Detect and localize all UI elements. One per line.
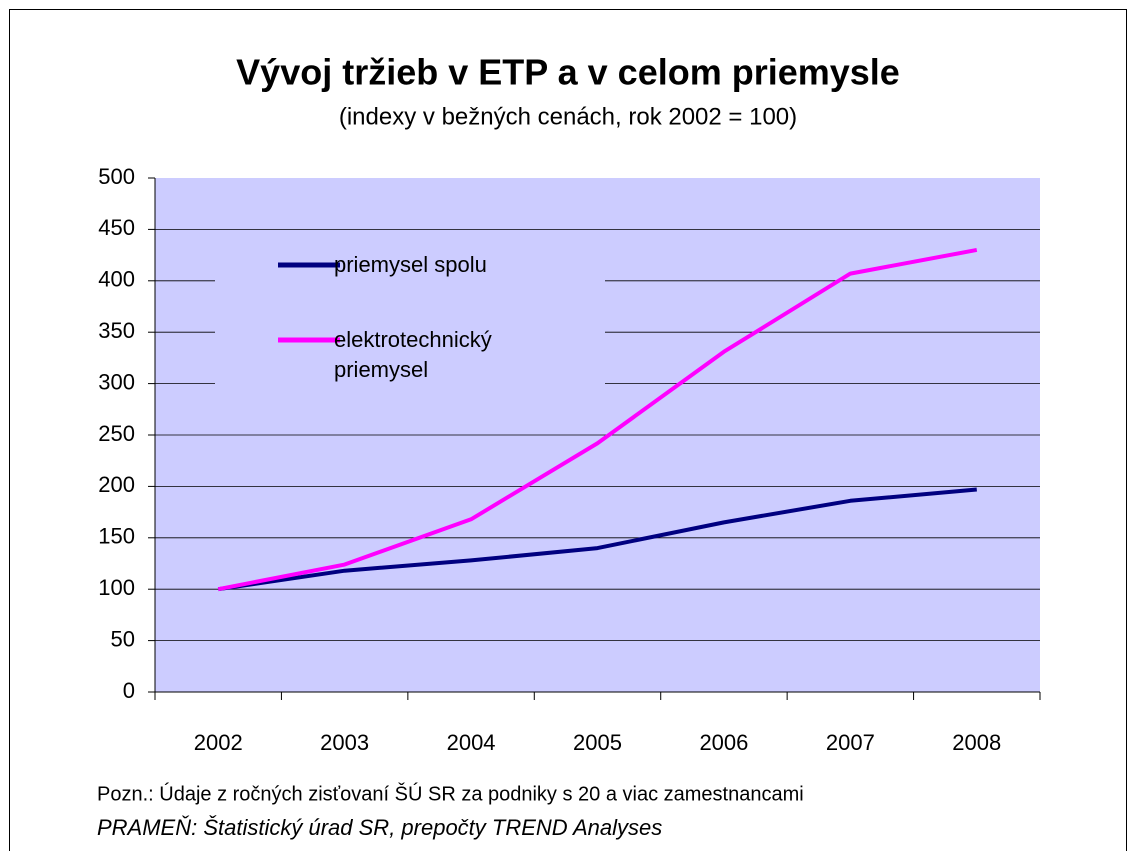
y-tick-label: 200 xyxy=(98,472,135,497)
series-line xyxy=(217,487,977,592)
x-tick-label: 2005 xyxy=(573,730,622,755)
source: PRAMEŇ: Štatistický úrad SR, prepočty TR… xyxy=(97,815,662,840)
series-line xyxy=(217,247,978,592)
y-tick-label: 300 xyxy=(98,369,135,394)
x-tick-label: 2007 xyxy=(826,730,875,755)
y-tick-label: 250 xyxy=(98,421,135,446)
x-tick-label: 2004 xyxy=(447,730,496,755)
y-tick-label: 50 xyxy=(111,626,135,651)
note: Pozn.: Údaje z ročných zisťovaní ŠÚ SR z… xyxy=(97,782,804,805)
x-tick-label: 2006 xyxy=(699,730,748,755)
y-tick-label: 450 xyxy=(98,215,135,240)
legend-label: priemysel spolu xyxy=(334,252,487,277)
legend-label: elektrotechnický priemysel xyxy=(334,327,492,382)
chart-title: Vývoj tržieb v ETP a v celom priemysle xyxy=(236,52,900,93)
y-tick-label: 500 xyxy=(98,164,135,189)
chart-subtitle: (indexy v bežných cenách, rok 2002 = 100… xyxy=(339,103,797,130)
y-tick-label: 350 xyxy=(98,318,135,343)
y-tick-label: 0 xyxy=(123,678,135,703)
y-tick-label: 150 xyxy=(98,524,135,549)
x-tick-label: 2003 xyxy=(320,730,369,755)
x-tick-label: 2002 xyxy=(194,730,243,755)
y-tick-label: 400 xyxy=(98,267,135,292)
legend-label-box: elektrotechnický priemysel xyxy=(334,327,492,382)
x-tick-label: 2008 xyxy=(952,730,1001,755)
y-tick-label: 100 xyxy=(98,575,135,600)
legend-label-box: priemysel spolu xyxy=(334,252,487,277)
